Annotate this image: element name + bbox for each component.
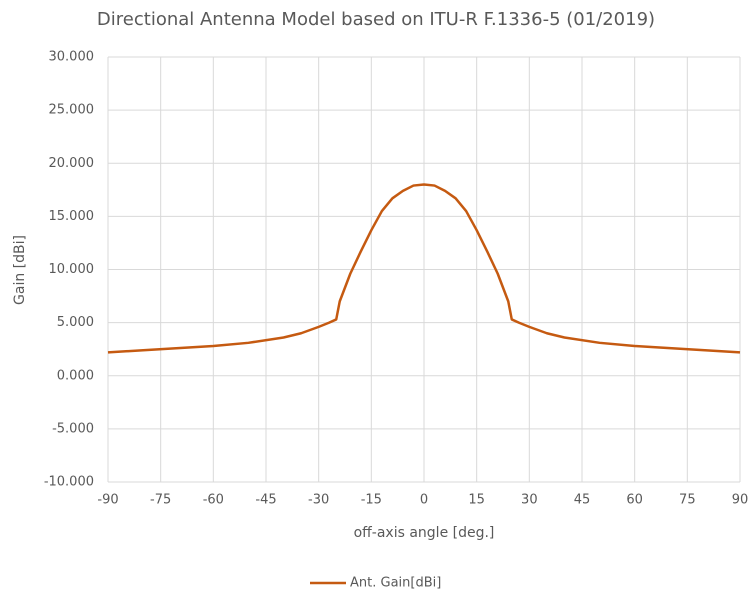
x-tick-label: -75	[150, 493, 171, 508]
y-tick-label: 5.000	[57, 315, 94, 330]
x-tick-label: -30	[308, 493, 329, 508]
x-tick-label: 60	[626, 493, 643, 508]
y-tick-label: 30.000	[49, 50, 95, 65]
y-tick-label: 10.000	[49, 262, 95, 277]
y-tick-label: -10.000	[44, 475, 94, 490]
x-tick-label: -15	[361, 493, 382, 508]
x-tick-label: -90	[97, 493, 118, 508]
y-tick-label: 0.000	[57, 368, 94, 383]
data-line	[107, 183, 741, 354]
x-tick-label: 75	[679, 493, 696, 508]
y-tick-label: 15.000	[49, 209, 95, 224]
x-tick-label: -60	[203, 493, 224, 508]
x-tick-label: 30	[521, 493, 538, 508]
x-tick-label: 0	[420, 493, 428, 508]
chart-title: Directional Antenna Model based on ITU-R…	[97, 9, 655, 30]
x-tick-label: 45	[574, 493, 591, 508]
x-tick-label: 15	[468, 493, 485, 508]
y-tick-label: -5.000	[52, 421, 94, 436]
x-tick-label: 90	[732, 493, 749, 508]
x-axis-title: off-axis angle [deg.]	[354, 525, 495, 541]
x-tick-label: -45	[255, 493, 276, 508]
y-tick-label: 20.000	[49, 156, 95, 171]
y-tick-label: 25.000	[49, 103, 95, 118]
legend-label: Ant. Gain[dBi]	[350, 576, 441, 591]
y-axis-title: Gain [dBi]	[12, 235, 28, 305]
